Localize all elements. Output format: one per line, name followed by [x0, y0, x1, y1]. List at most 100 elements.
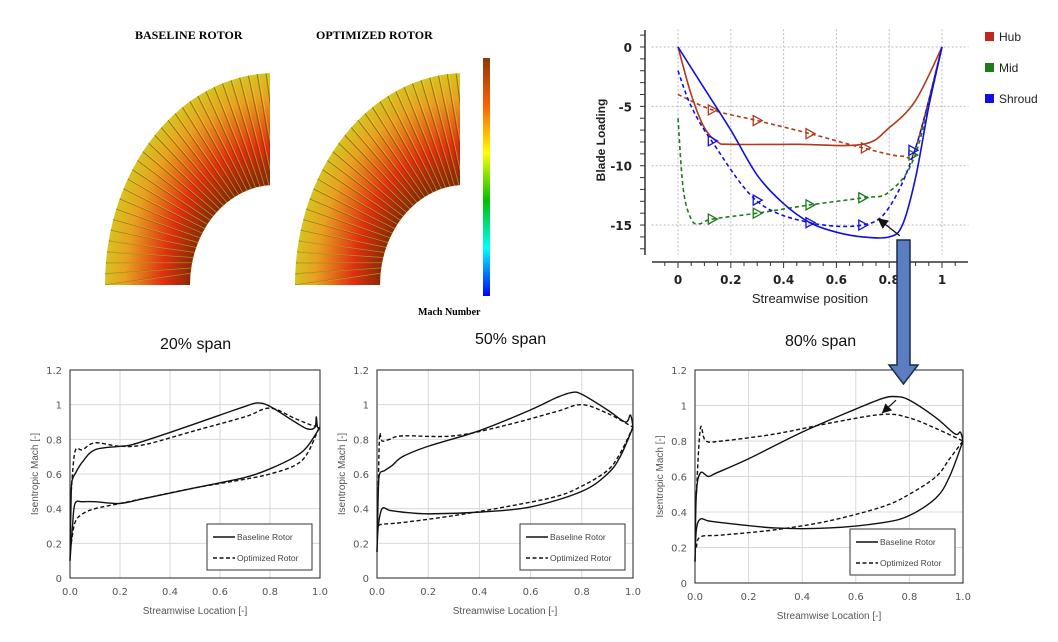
- y-tick-label: 1: [363, 401, 369, 412]
- optimized-rotor-line: [70, 407, 321, 492]
- rotor-blade-highlight: [413, 83, 451, 188]
- mach-chart-50-span: 0.0 0.2 0.4 0.6 0.8 1.0 0 0.2 0.4 0.6 0.8 1 1.2 Strea…: [337, 366, 641, 617]
- rotor-blade-highlight: [108, 251, 195, 259]
- rotor-blade-highlight: [359, 120, 422, 201]
- baseline-rotor-title: BASELINE ROTOR: [135, 28, 243, 42]
- rotor-blade: [123, 188, 205, 230]
- x-tick-label: 0.8: [574, 587, 590, 598]
- x-tick-label: 0.4: [773, 273, 794, 287]
- rotor-blade: [160, 127, 227, 204]
- rotor-blade-highlight: [328, 160, 405, 218]
- rotor-blade-highlight: [304, 219, 390, 244]
- rotor-blade: [154, 134, 223, 207]
- x-tick-label: 0.6: [826, 273, 847, 287]
- rotor-blade: [116, 208, 201, 239]
- x-tick-label: 0.8: [879, 273, 900, 287]
- series-mid-dashed: [677, 46, 943, 225]
- baseline-rotor-line: [694, 440, 964, 562]
- triangle-marker: [805, 127, 817, 140]
- rotor-blade: [411, 83, 450, 188]
- span-label-20: 20% span: [160, 336, 231, 353]
- rotor-blade-highlight: [388, 95, 438, 192]
- rotor-blade-highlight: [302, 229, 388, 249]
- triangle-marker: [707, 103, 719, 117]
- rotor-blade: [132, 169, 211, 222]
- y-tick-label: 1.2: [353, 366, 369, 377]
- rotor-blade-highlight: [138, 160, 215, 218]
- baseline-rotor-line: [694, 395, 964, 562]
- rotor-blade: [256, 74, 270, 152]
- rotor-annulus: [295, 73, 460, 285]
- plot-frame: [376, 369, 634, 579]
- legend-label: Baseline Rotor: [550, 532, 606, 542]
- rotor-blade: [446, 74, 460, 152]
- rotor-blade-highlight: [106, 267, 193, 275]
- x-tick-label: 0.2: [420, 587, 436, 598]
- rotor-blade-highlight: [129, 178, 209, 226]
- rotor-blade-highlight: [198, 95, 248, 192]
- series-hub-solid: [677, 46, 943, 147]
- legend-label: Mid: [999, 61, 1018, 75]
- x-tick-label: 1: [938, 273, 946, 287]
- x-tick-label: 0.8: [262, 587, 278, 598]
- baseline-rotor-line: [376, 391, 634, 553]
- x-tick-label: 0.6: [848, 592, 864, 603]
- rotor-blade-highlight: [232, 80, 265, 187]
- rotor-blade-highlight: [169, 120, 232, 201]
- rotor-blade-highlight: [422, 80, 455, 187]
- x-tick-label: 0.2: [112, 587, 128, 598]
- rotor-blade: [142, 151, 217, 214]
- rotor-blade: [313, 188, 395, 230]
- rotor-blade: [332, 151, 407, 214]
- y-tick-label: 0.6: [46, 470, 62, 481]
- rotor-blade-highlight: [314, 188, 397, 230]
- rotor-blade-highlight: [133, 169, 212, 222]
- rotor-blade: [344, 134, 413, 207]
- rotor-blade-highlight: [114, 219, 200, 244]
- rotor-blade: [113, 219, 199, 244]
- rotor-blade: [429, 77, 458, 186]
- legend-swatch: [985, 63, 994, 72]
- optimized-rotor-line: [695, 413, 964, 495]
- x-tick-label: 1.0: [312, 587, 328, 598]
- rotor-blade: [197, 95, 247, 192]
- rotor-blade-highlight: [319, 178, 399, 226]
- rotor-blade-highlight: [121, 198, 204, 235]
- rotor-blade: [395, 91, 441, 190]
- y-tick-label: 1: [56, 401, 62, 412]
- triangle-marker: [805, 198, 817, 211]
- series-shroud-solid: [677, 46, 943, 239]
- rotor-blade-highlight: [240, 77, 270, 186]
- series-hub-dashed: [677, 46, 943, 160]
- x-axis-label: Streamwise position: [752, 291, 868, 306]
- optimized-rotor-line: [377, 403, 634, 492]
- y-axis-label: Isentropic Mach [-]: [30, 433, 41, 515]
- y-tick-label: 0.2: [353, 539, 369, 550]
- x-tick-label: 0.2: [741, 592, 757, 603]
- rotor-blade-highlight: [106, 272, 193, 285]
- rotor-blade-highlight: [373, 106, 430, 196]
- optimized-rotor-line: [377, 426, 634, 527]
- x-tick-label: 0.6: [212, 587, 228, 598]
- rotor-blade: [437, 75, 460, 179]
- rotor-blade-highlight: [352, 127, 418, 204]
- y-tick-label: -15: [610, 219, 632, 233]
- rotor-blade-highlight: [430, 77, 460, 186]
- y-tick-label: 0: [681, 579, 687, 590]
- x-axis-label: Streamwise Location [-]: [143, 606, 248, 617]
- x-tick-label: 1.0: [625, 587, 641, 598]
- x-tick-label: 1.0: [955, 592, 971, 603]
- triangle-marker: [805, 216, 817, 229]
- rotor-blade: [306, 208, 391, 239]
- rotor-blade: [455, 73, 460, 107]
- rotor-blade: [403, 86, 445, 189]
- y-tick-label: 1: [681, 402, 687, 413]
- rotor-blade-highlight: [249, 75, 270, 172]
- legend-label: Baseline Rotor: [880, 537, 936, 547]
- rotor-blade-highlight: [296, 272, 383, 285]
- y-tick-label: 0.6: [671, 473, 687, 484]
- rotor-panel: BASELINE ROTOR OPTIMIZED ROTOR Mach Numb…: [105, 28, 490, 318]
- series-shroud-dashed: [677, 46, 943, 228]
- y-tick-label: 0: [624, 41, 632, 55]
